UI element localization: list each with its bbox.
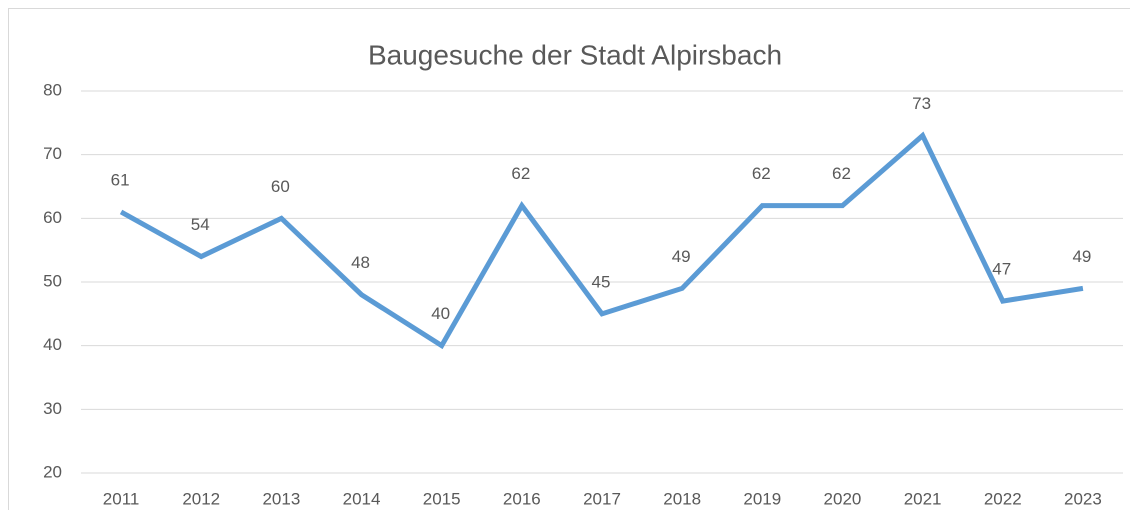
x-tick-label: 2015 xyxy=(423,489,461,508)
x-tick-label: 2014 xyxy=(343,489,381,508)
data-label: 49 xyxy=(672,247,691,266)
data-label: 54 xyxy=(191,215,210,234)
chart-frame xyxy=(8,8,1130,510)
data-label: 49 xyxy=(1072,247,1091,266)
data-label: 62 xyxy=(832,164,851,183)
y-tick-label: 60 xyxy=(43,208,62,227)
x-tick-label: 2012 xyxy=(182,489,220,508)
chart-title: Baugesuche der Stadt Alpirsbach xyxy=(368,39,782,70)
data-label: 61 xyxy=(111,170,130,189)
x-tick-label: 2021 xyxy=(904,489,942,508)
x-tick-label: 2019 xyxy=(743,489,781,508)
y-tick-label: 20 xyxy=(43,462,62,481)
y-tick-label: 80 xyxy=(43,80,62,99)
data-label: 47 xyxy=(992,260,1011,279)
y-tick-label: 40 xyxy=(43,335,62,354)
data-label: 73 xyxy=(912,94,931,113)
data-label: 45 xyxy=(592,272,611,291)
y-tick-label: 70 xyxy=(43,144,62,163)
data-label: 48 xyxy=(351,253,370,272)
y-tick-label: 30 xyxy=(43,399,62,418)
x-tick-label: 2020 xyxy=(824,489,862,508)
x-tick-label: 2016 xyxy=(503,489,541,508)
data-label: 62 xyxy=(511,164,530,183)
x-tick-label: 2011 xyxy=(103,489,140,508)
data-label: 60 xyxy=(271,177,290,196)
x-tick-label: 2023 xyxy=(1064,489,1102,508)
y-tick-label: 50 xyxy=(43,271,62,290)
x-tick-label: 2017 xyxy=(583,489,621,508)
x-tick-label: 2013 xyxy=(262,489,300,508)
x-tick-label: 2018 xyxy=(663,489,701,508)
data-line xyxy=(119,131,1084,350)
x-tick-label: 2022 xyxy=(984,489,1022,508)
data-label: 62 xyxy=(752,164,771,183)
data-label: 40 xyxy=(431,304,450,323)
